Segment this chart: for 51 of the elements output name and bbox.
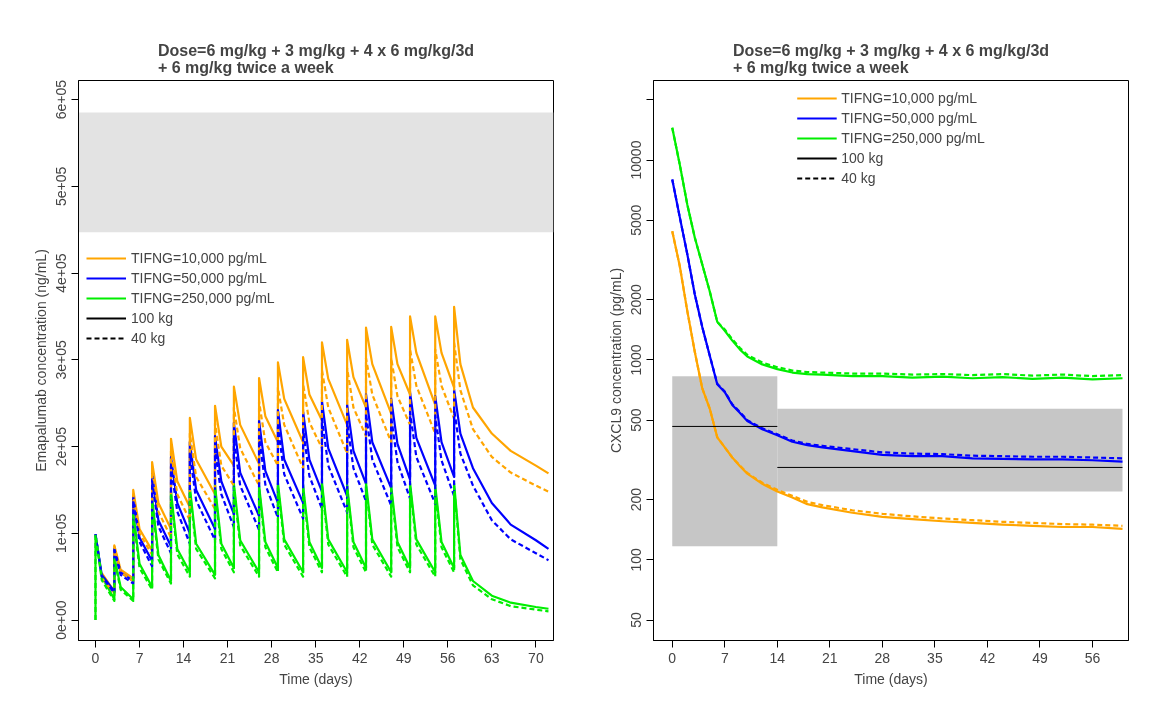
- y-tick-label: 6e+05: [53, 79, 70, 120]
- x-tick-label: 28: [263, 649, 280, 666]
- x-axis-title: Time (days): [854, 670, 928, 687]
- x-tick-label: 7: [720, 649, 729, 666]
- x-tick-label: 56: [440, 649, 456, 666]
- y-tick-label: 1000: [628, 344, 645, 376]
- x-tick-label: 14: [175, 649, 192, 666]
- x-tick-label: 42: [351, 649, 368, 666]
- x-tick-label: 35: [927, 649, 943, 666]
- legend-label: TIFNG=10,000 pg/mL: [131, 248, 267, 268]
- x-tick-label: 0: [91, 649, 100, 666]
- y-tick-label: 5000: [628, 204, 645, 236]
- annotation: 100 kg: [131, 308, 174, 328]
- x-tick-label: 7: [135, 649, 144, 666]
- y-tick-label: 5e+05: [53, 166, 70, 206]
- y-tick-label: 3e+05: [53, 339, 70, 380]
- x-tick-label: 28: [874, 649, 891, 666]
- y-tick-label: 1e+05: [53, 513, 70, 553]
- legend-label: TIFNG=250,000 pg/mL: [841, 129, 985, 148]
- legend-label: TIFNG=50,000 pg/mL: [841, 109, 978, 128]
- y-tick-label: 2000: [628, 283, 645, 316]
- x-tick-label: 49: [1032, 649, 1048, 666]
- chart-title: Dose=6 mg/kg + 3 mg/kg + 4 x 6 mg/kg/3d + 6 mg/kg twice a week: [732, 41, 1050, 76]
- y-tick-label: 100: [628, 547, 645, 572]
- y-tick-label: 500: [628, 408, 645, 432]
- x-tick-label: 35: [307, 649, 324, 666]
- legend-label: TIFNG=50,000 pg/mL: [131, 268, 267, 288]
- x-tick-label: 56: [1084, 649, 1101, 666]
- x-tick-label: 42: [979, 649, 996, 666]
- x-axis-title: Time (days): [279, 670, 353, 687]
- annotation: 40 kg: [841, 169, 876, 188]
- x-tick-label: 70: [528, 649, 544, 666]
- y-axis-title: Emapalumab concentration (ng/mL): [32, 249, 49, 472]
- chart-title: Dose=6 mg/kg + 3 mg/kg + 4 x 6 mg/kg/3d + 6 mg/kg twice a week: [157, 41, 475, 76]
- annotation: 100 kg: [841, 149, 884, 168]
- x-tick-label: 49: [395, 649, 412, 666]
- y-tick-label: 50: [628, 612, 645, 628]
- x-tick-label: 14: [769, 649, 786, 666]
- x-tick-label: 63: [484, 649, 500, 666]
- x-tick-label: 21: [219, 649, 236, 666]
- y-tick-label: 10000: [628, 140, 645, 180]
- legend-label: TIFNG=10,000 pg/mL: [841, 89, 978, 108]
- annotation: 40 kg: [131, 328, 166, 348]
- x-tick-label: 0: [668, 649, 677, 666]
- y-tick-label: 2e+05: [53, 426, 70, 467]
- x-tick-label: 21: [822, 649, 838, 666]
- y-axis-title: CXCL9 concentration (pg/mL): [607, 267, 624, 454]
- y-tick-label: 4e+05: [53, 253, 70, 293]
- legend-label: TIFNG=250,000 pg/mL: [131, 288, 275, 308]
- y-tick-label: 200: [628, 487, 645, 512]
- y-tick-label: 0e+00: [53, 600, 70, 640]
